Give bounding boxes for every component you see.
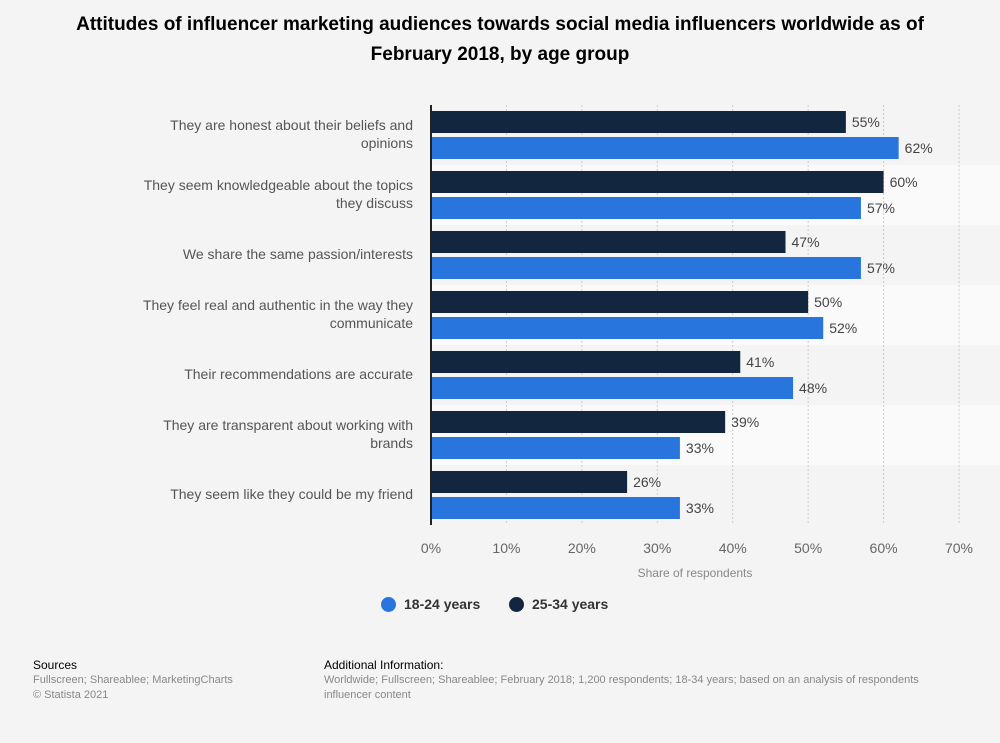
bar-18-24 [431, 377, 794, 399]
x-tick-label: 50% [794, 540, 822, 556]
data-label: 48% [799, 380, 827, 396]
legend-item-25-34[interactable]: 25-34 years [509, 596, 608, 612]
category-label: They are honest about their beliefs and [170, 117, 413, 133]
bar-18-24 [431, 197, 861, 219]
data-label: 26% [633, 474, 661, 490]
category-label: They seem like they could be my friend [170, 486, 413, 502]
bar-chart: 0% 10% 20% 30% 40% 50% 60% 70% Share of responde… [142, 105, 974, 580]
info-text: Worldwide; Fullscreen; Shareablee; Febru… [324, 674, 919, 686]
data-label: 50% [814, 294, 842, 310]
category-label: communicate [330, 315, 413, 331]
bar-18-24 [431, 437, 680, 459]
bar-25-34 [431, 111, 846, 133]
category-label: They are transparent about working with [163, 417, 413, 433]
category-label: They seem knowledgeable about the topics [144, 177, 413, 193]
x-tick-label: 0% [421, 540, 441, 556]
x-tick-label: 10% [492, 540, 520, 556]
bar-25-34 [431, 351, 741, 373]
bar-18-24 [431, 137, 899, 159]
bar-25-34 [431, 411, 726, 433]
data-label: 47% [792, 234, 820, 250]
sources-block: Sources Fullscreen; Shareablee; Marketin… [33, 658, 233, 703]
legend-label: 25-34 years [532, 596, 609, 612]
data-label: 39% [731, 414, 759, 430]
bar-18-24 [431, 317, 824, 339]
bar-25-34 [431, 471, 628, 493]
bar-25-34 [431, 291, 809, 313]
data-label: 41% [746, 354, 774, 370]
x-tick-label: 20% [568, 540, 596, 556]
additional-info-block: Additional Information: Worldwide; Fulls… [324, 658, 919, 703]
bar-18-24 [431, 257, 861, 279]
category-label: they discuss [336, 195, 413, 211]
legend-item-18-24[interactable]: 18-24 years [381, 596, 480, 612]
chart-title: Attitudes of influencer marketing audien… [76, 14, 924, 65]
x-tick-label: 40% [719, 540, 747, 556]
info-text-2: influencer content [324, 689, 411, 701]
x-tick-label: 60% [870, 540, 898, 556]
data-label: 57% [867, 260, 895, 276]
data-label: 60% [890, 174, 918, 190]
category-label: They feel real and authentic in the way … [143, 297, 413, 313]
category-label: opinions [361, 135, 413, 151]
data-label: 57% [867, 200, 895, 216]
legend-dot-icon [381, 596, 396, 612]
bar-25-34 [431, 231, 786, 253]
info-heading: Additional Information: [324, 658, 444, 672]
data-label: 33% [686, 440, 714, 456]
category-label: We share the same passion/interests [183, 246, 413, 262]
data-label: 52% [829, 320, 857, 336]
bar-25-34 [431, 171, 884, 193]
x-tick-label: 70% [945, 540, 973, 556]
bar-18-24 [431, 497, 680, 519]
x-tick-label: 30% [643, 540, 671, 556]
copyright: © Statista 2021 [33, 689, 109, 701]
category-label: Their recommendations are accurate [184, 366, 413, 382]
x-axis-label: Share of respondents [638, 566, 753, 580]
legend-label: 18-24 years [404, 596, 481, 612]
data-label: 33% [686, 500, 714, 516]
sources-text[interactable]: Fullscreen; Shareablee; MarketingCharts [33, 674, 233, 686]
legend-dot-icon [509, 596, 524, 612]
data-label: 62% [905, 140, 933, 156]
sources-heading: Sources [33, 658, 78, 672]
data-label: 55% [852, 114, 880, 130]
category-label: brands [370, 435, 413, 451]
